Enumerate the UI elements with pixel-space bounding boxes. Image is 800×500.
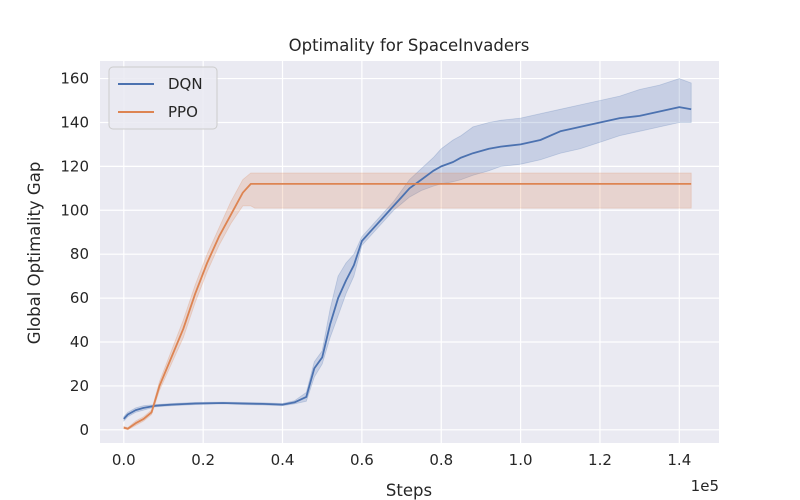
y-tick-label-2: 40 [70,333,89,351]
grid [100,61,719,443]
x-tick-label-1: 0.2 [191,451,215,469]
series-lines [123,106,692,430]
band-ppo [123,172,692,431]
series-line-ppo [123,182,692,430]
legend: DQN PPO [108,66,218,130]
y-tick-label-1: 20 [70,377,89,395]
y-tick-label-5: 100 [60,201,89,219]
y-tick-label-7: 140 [60,113,89,131]
x-tick-label-4: 0.8 [429,451,453,469]
y-tick-label-8: 160 [60,70,89,88]
y-tick-label-3: 60 [70,289,89,307]
legend-label-ppo: PPO [168,103,198,121]
x-tick-label-2: 0.4 [271,451,295,469]
x-tick-label-0: 0.0 [112,451,136,469]
y-tick-label-0: 0 [79,421,89,439]
legend-box [108,66,218,130]
y-axis-label: Global Optimality Gap [25,162,44,345]
x-tick-label-6: 1.2 [588,451,612,469]
x-tick-labels: 0.0 0.2 0.4 0.6 0.8 1.0 1.2 1.4 [112,451,691,469]
x-tick-label-3: 0.6 [350,451,374,469]
legend-label-dqn: DQN [168,75,203,93]
x-tick-label-7: 1.4 [667,451,691,469]
x-axis-label: Steps [386,481,432,500]
y-tick-label-6: 120 [60,157,89,175]
y-tick-label-4: 80 [70,245,89,263]
x-multiplier-label: 1e5 [691,477,719,495]
y-tick-labels: 0 20 40 60 80 100 120 140 160 [60,70,89,439]
series-line-dqn [123,106,692,420]
band-dqn [123,78,692,423]
x-tick-label-5: 1.0 [509,451,533,469]
confidence-bands [123,78,692,431]
chart-title: Optimality for SpaceInvaders [289,36,530,55]
